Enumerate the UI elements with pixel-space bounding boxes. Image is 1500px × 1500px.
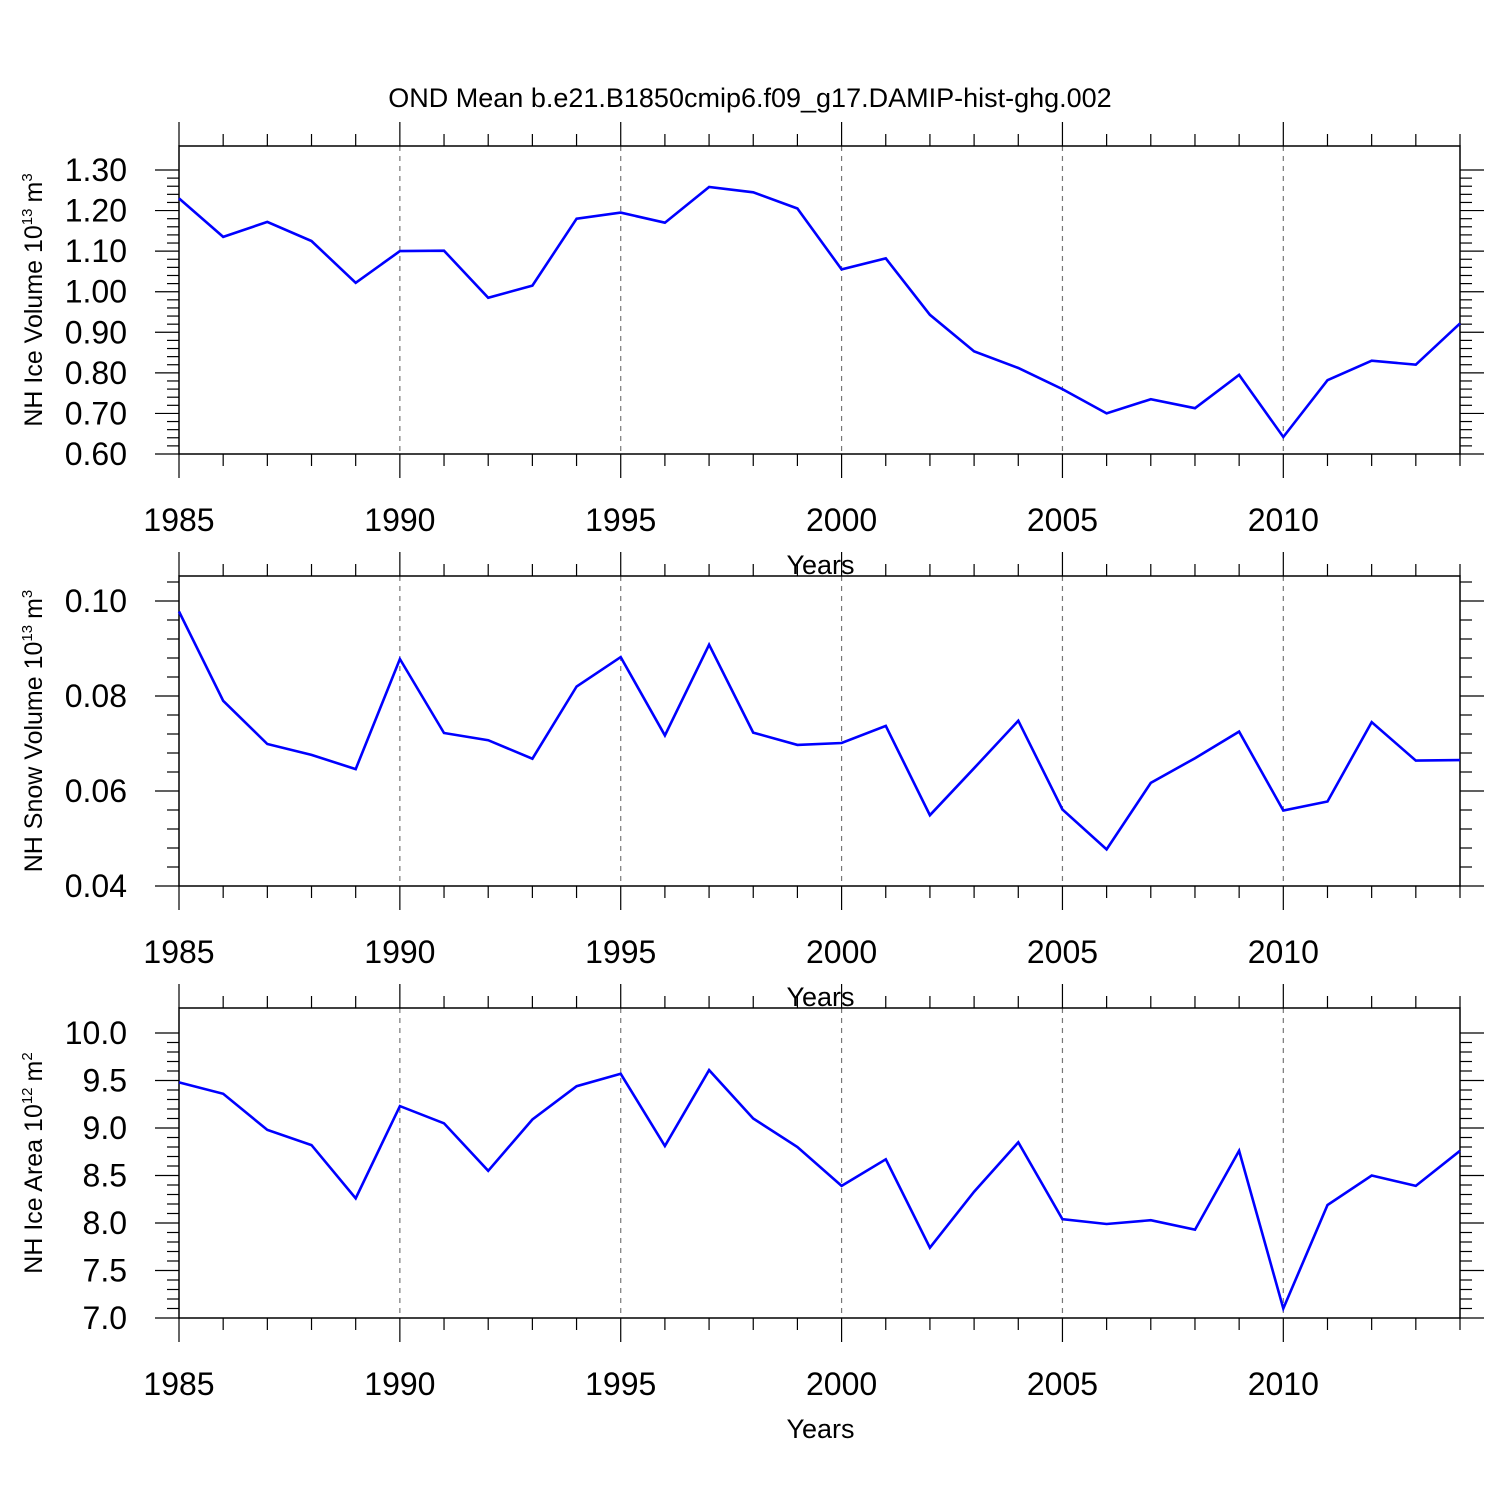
y-tick-label: 0.70 [65,395,127,431]
x-tick-label: 2010 [1248,934,1319,970]
y-axis-label-unit-exponent: 3 [19,173,36,181]
y-tick-label: 0.06 [65,773,127,809]
y-tick-label: 1.20 [65,193,127,229]
x-tick-label: 2010 [1248,1366,1319,1402]
y-tick-label: 0.90 [65,314,127,350]
y-tick-label: 7.0 [83,1300,127,1336]
y-tick-label: 8.0 [83,1205,127,1241]
panel-2: 0.04 0.06 0.08 0.10 1985 1990 1995 2000 2005 2010… [19,552,1484,1012]
plot-frame [178,145,1461,455]
x-tick-label: 1995 [585,1366,656,1402]
y-tick-label: 0.04 [65,868,127,904]
series-line [178,185,1461,440]
y-axis-label: NH Snow Volume 1013 m3 [19,590,48,873]
series-line [178,1067,1461,1313]
y-axis-label-unit: m [20,598,48,619]
y-tick-label: 9.0 [83,1110,127,1146]
y-axis-label-text: NH Ice Area 10 [20,1104,48,1274]
y-axis-label-unit: m [20,182,48,203]
y-tick-label: 0.10 [65,583,127,619]
x-tick-label: 1995 [585,934,656,970]
y-axis-label-text: NH Snow Volume 10 [20,642,48,873]
y-axis-label-exponent: 12 [19,1087,36,1104]
y-axis-label-exponent: 13 [19,208,36,225]
x-tick-label: 2005 [1027,1366,1098,1402]
x-tick-label: 2010 [1248,502,1319,538]
y-tick-label: 0.80 [65,355,127,391]
plot-frame [178,575,1461,887]
y-axis-label: NH Ice Volume 1013 m3 [19,173,48,426]
x-tick-label: 2005 [1027,934,1098,970]
x-tick-label: 2000 [806,502,877,538]
series-line [177,610,1461,852]
x-tick-label: 1990 [364,1366,435,1402]
x-tick-label: 2000 [806,934,877,970]
panel-1: 0.60 0.70 0.80 0.90 1.00 1.10 1.20 1.30 1985 1990… [19,122,1484,580]
y-tick-label: 0.60 [65,436,127,472]
x-tick-label: 2005 [1027,502,1098,538]
y-axis-label-unit-exponent: 2 [19,1052,36,1060]
y-tick-label: 1.00 [65,274,127,310]
chart-title: OND Mean b.e21.B1850cmip6.f09_g17.DAMIP-… [388,83,1111,113]
panel-3: 7.0 7.5 8.0 8.5 9.0 9.5 10.0 1985 1990 1995 2000 20… [19,984,1484,1444]
x-tick-label: 1990 [364,934,435,970]
x-tick-label: 1985 [143,934,214,970]
x-axis-label: Years [786,1414,854,1444]
y-tick-label: 0.08 [65,678,127,714]
y-axis-label-text: NH Ice Volume 10 [20,225,48,427]
y-axis-label-unit-exponent: 3 [19,590,36,598]
x-tick-label: 1990 [364,502,435,538]
y-tick-label: 1.30 [65,152,127,188]
y-axis-label-unit: m [20,1061,48,1082]
x-tick-label: 1995 [585,502,656,538]
y-tick-label: 1.10 [65,233,127,269]
x-tick-label: 1985 [143,1366,214,1402]
y-tick-label: 10.0 [65,1015,127,1051]
y-tick-label: 7.5 [83,1253,127,1289]
y-axis-label: NH Ice Area 1012 m2 [19,1052,48,1273]
x-tick-label: 1985 [143,502,214,538]
plot-frame [178,1007,1461,1319]
y-tick-label: 8.5 [83,1158,127,1194]
y-tick-label: 9.5 [83,1063,127,1099]
y-axis-label-exponent: 13 [19,625,36,642]
x-tick-label: 2000 [806,1366,877,1402]
